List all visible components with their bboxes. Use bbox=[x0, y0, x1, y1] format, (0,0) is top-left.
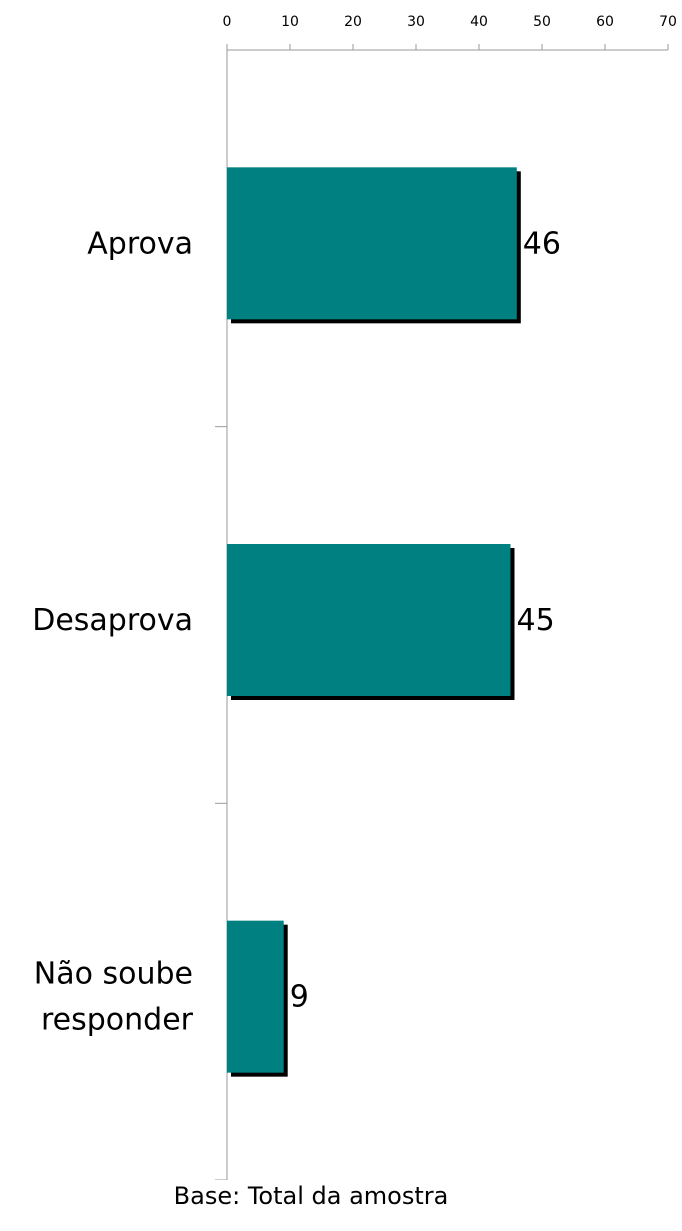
value-label: 45 bbox=[517, 603, 555, 638]
x-tick-label: 0 bbox=[223, 14, 232, 30]
x-tick-label: 40 bbox=[470, 14, 488, 30]
bar bbox=[227, 920, 284, 1073]
value-label: 46 bbox=[523, 226, 561, 261]
category-label-line: Aprova bbox=[87, 226, 193, 261]
x-tick-label: 30 bbox=[407, 14, 425, 30]
bar bbox=[227, 544, 511, 696]
bar bbox=[227, 167, 517, 320]
category-label: Desaprova bbox=[32, 603, 193, 638]
category-label-line: Não soube bbox=[34, 957, 193, 992]
x-tick-label: 10 bbox=[281, 14, 299, 30]
x-tick-label: 50 bbox=[533, 14, 551, 30]
category-label-line: Desaprova bbox=[32, 603, 193, 638]
category-label: Não soube responder bbox=[34, 957, 194, 1038]
category-label-line: responder bbox=[41, 1003, 194, 1038]
footnote: Base: Total da amostra bbox=[173, 1182, 449, 1210]
x-tick-label: 70 bbox=[659, 14, 677, 30]
x-tick-label: 60 bbox=[596, 14, 614, 30]
x-tick-label: 20 bbox=[344, 14, 362, 30]
value-label: 9 bbox=[290, 980, 309, 1015]
bar-chart: 0 10 20 30 40 50 60 70 46 Aprova 45 Desaprova 9 Não s… bbox=[32, 14, 677, 1180]
category-label: Aprova bbox=[87, 226, 193, 261]
